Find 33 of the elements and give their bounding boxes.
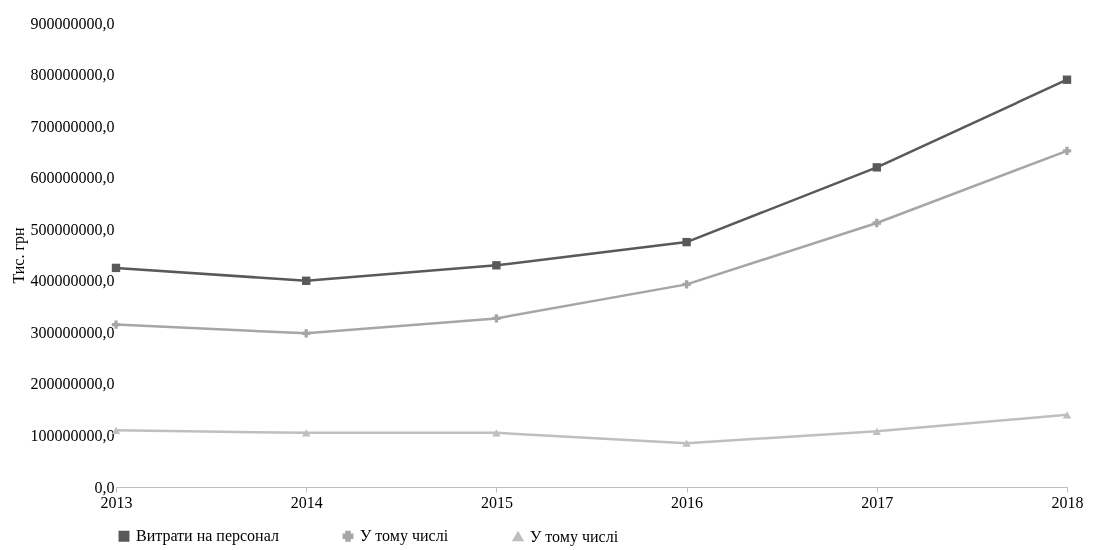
- point: [492, 314, 501, 323]
- y-tick-label: 900000000,0: [30, 14, 115, 32]
- legend-label: У тому числі: [360, 527, 449, 546]
- point: [111, 320, 121, 329]
- y-tick-label: 100000000,0: [30, 426, 115, 444]
- x-tick-label: 2014: [290, 493, 323, 511]
- point: [492, 261, 501, 270]
- point: [682, 280, 691, 289]
- y-tick-label: 400000000,0: [30, 272, 115, 290]
- legend-label: Витрати на персонал: [136, 527, 279, 546]
- y-tick-label: 300000000,0: [30, 323, 115, 341]
- point: [1062, 146, 1072, 156]
- point: [872, 218, 881, 228]
- point: [111, 263, 121, 273]
- y-tick-label: 600000000,0: [30, 169, 115, 187]
- y-tick-label: 200000000,0: [30, 375, 115, 393]
- point: [302, 276, 311, 285]
- x-tick-label: 2017: [861, 493, 894, 511]
- y-tick-label: 800000000,0: [30, 66, 115, 84]
- point: [682, 237, 691, 247]
- point: [872, 163, 881, 172]
- point: [872, 427, 881, 435]
- x-tick-label: 2015: [480, 493, 513, 511]
- point: [302, 329, 311, 338]
- y-axis-title: Тис. грн: [9, 226, 28, 284]
- point: [1062, 75, 1072, 84]
- legend-label: У тому числі: [530, 527, 619, 546]
- x-tick-label: 2016: [671, 493, 704, 511]
- point: [682, 439, 691, 447]
- y-tick-label: 700000000,0: [30, 117, 115, 135]
- y-tick-label: 0,0: [94, 478, 115, 496]
- x-tick-label: 2018: [1051, 493, 1084, 511]
- y-tick-label: 500000000,0: [30, 220, 115, 238]
